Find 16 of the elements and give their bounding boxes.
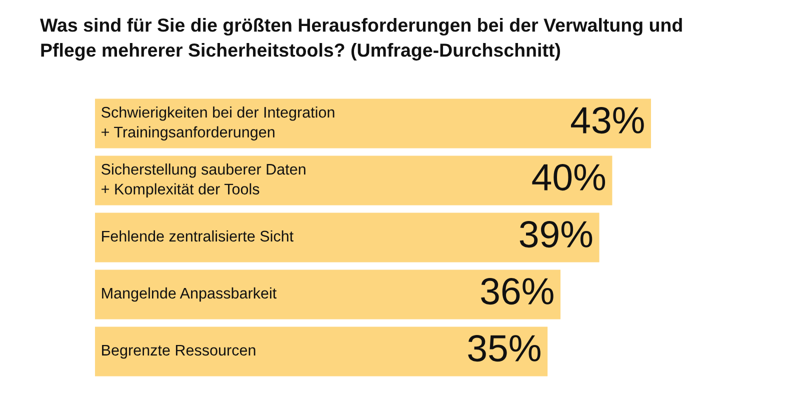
y-tick-label: Begrenzte Ressourcen xyxy=(102,344,256,359)
y-tick-label: Mangelnde Anpassbarkeit xyxy=(102,287,277,302)
y-tick-label: Sicherstellung sauberer Daten + Komplexität der Tools xyxy=(102,163,306,198)
y-tick-label: Fehlende zentralisierte Sicht xyxy=(102,230,294,242)
bar xyxy=(95,98,651,148)
chart-title: Was sind für Sie die größten Herausforderungen bei der Verwaltung und Pflege mehrerer Sicherheitstools? (Umfrage-Durchschnitt) xyxy=(40,18,682,61)
data-label: 39% xyxy=(520,221,592,248)
bar xyxy=(95,156,612,206)
bar xyxy=(95,212,600,262)
data-label: 40% xyxy=(532,164,606,191)
bar xyxy=(95,270,560,320)
data-label: 35% xyxy=(468,335,540,362)
y-tick-label: Schwierigkeiten bei der Integration + Trainingsanforderungen xyxy=(102,106,334,141)
bar xyxy=(95,326,548,376)
data-label: 43% xyxy=(570,107,644,134)
data-label: 36% xyxy=(481,278,554,305)
